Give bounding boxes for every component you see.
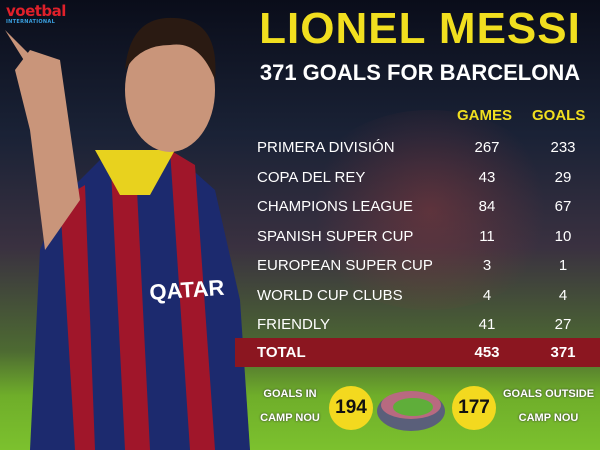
goals-outside-line1: GOALS OUTSIDE (502, 388, 595, 400)
table-row: COPA DEL REY 43 29 (235, 163, 600, 192)
table-row: EUROPEAN SUPER CUP 3 1 (235, 251, 600, 280)
table-row: SPANISH SUPER CUP 11 10 (235, 222, 600, 251)
competition-cell: EUROPEAN SUPER CUP (257, 257, 433, 274)
goals-header: GOALS (532, 107, 586, 124)
page-subtitle: 371 GOALS FOR BARCELONA (259, 60, 581, 85)
competition-cell: PRIMERA DIVISIÓN (257, 139, 395, 156)
goals-cell: 27 (554, 316, 572, 333)
games-cell: 84 (478, 198, 496, 215)
games-header: GAMES (457, 107, 513, 124)
total-goals: 371 (550, 344, 576, 361)
goals-cell: 4 (558, 286, 568, 304)
total-label: TOTAL (257, 344, 306, 361)
goals-cell: 67 (554, 198, 572, 215)
brand-logo: voetbal INTERNATIONAL (6, 2, 66, 26)
competition-cell: FRIENDLY (257, 316, 331, 333)
page-title: LIONEL MESSI (259, 4, 581, 53)
games-cell: 11 (479, 227, 495, 245)
table-row: CHAMPIONS LEAGUE 84 67 (235, 192, 600, 221)
table-row: WORLD CUP CLUBS 4 4 (235, 281, 600, 310)
goals-outside-value: 177 (452, 386, 496, 430)
competition-cell: COPA DEL REY (257, 168, 366, 186)
table-row: FRIENDLY 41 27 (235, 310, 600, 339)
goals-in-value: 194 (329, 386, 373, 430)
club-crest-background (300, 110, 560, 310)
competition-cell: SPANISH SUPER CUP (257, 227, 414, 245)
total-row: TOTAL 453 371 (235, 338, 600, 367)
games-cell: 3 (482, 257, 492, 274)
goals-cell: 10 (554, 227, 572, 245)
games-cell: 41 (478, 316, 496, 333)
competition-cell: CHAMPIONS LEAGUE (257, 198, 413, 215)
goals-outside-line2: CAMP NOU (518, 412, 579, 424)
games-cell: 43 (478, 168, 496, 186)
brand-sub: INTERNATIONAL (6, 19, 56, 25)
competition-cell: WORLD CUP CLUBS (257, 286, 403, 304)
goals-cell: 29 (554, 168, 572, 186)
brand-name: voetbal (6, 2, 66, 20)
table-row: PRIMERA DIVISIÓN 267 233 (235, 133, 600, 162)
goals-in-line2: CAMP NOU (260, 412, 320, 424)
svg-text:QATAR: QATAR (149, 275, 226, 305)
goals-in-label: GOALS IN CAMP NOU (250, 382, 330, 430)
games-cell: 4 (482, 286, 492, 304)
stadium-icon (377, 391, 445, 431)
goals-cell: 1 (558, 257, 568, 274)
goals-cell: 233 (550, 139, 576, 156)
total-games: 453 (474, 344, 500, 361)
player-photo: QATAR (5, 17, 250, 450)
goals-outside-label: GOALS OUTSIDE CAMP NOU (497, 382, 600, 430)
games-cell: 267 (474, 139, 500, 156)
goals-in-line1: GOALS IN (263, 388, 317, 400)
